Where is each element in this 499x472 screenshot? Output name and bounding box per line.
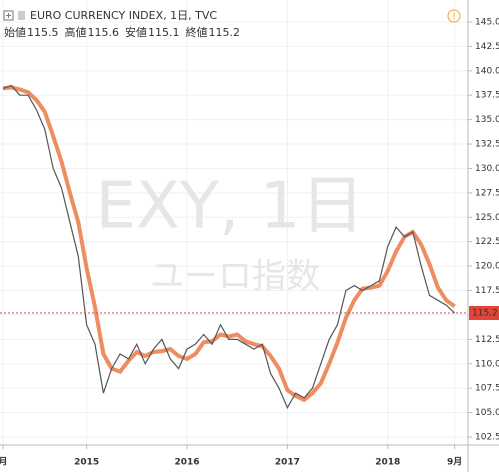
- x-tick-label: 2018: [375, 458, 400, 468]
- ohlc-value: 115.2: [209, 26, 241, 39]
- y-tick-label: 142.5: [475, 42, 499, 52]
- alert-icon[interactable]: [447, 9, 461, 23]
- x-tick-label: 月: [0, 457, 8, 468]
- y-tick-label: 105.0: [475, 408, 499, 418]
- flag-icon[interactable]: [18, 11, 25, 20]
- y-tick-label: 102.5: [475, 433, 499, 443]
- grid: [0, 0, 468, 445]
- x-tick-label: 2017: [275, 458, 300, 468]
- chart-title[interactable]: EURO CURRENCY INDEX, 1日, TVC: [30, 9, 217, 22]
- ohlc-label: 高値: [65, 25, 87, 39]
- y-tick-label: 127.5: [475, 188, 499, 198]
- ohlc-value: 115.5: [27, 26, 59, 39]
- y-tick-label: 122.5: [475, 237, 499, 247]
- y-tick-label: 125.0: [475, 213, 499, 223]
- x-tick-label: 2015: [74, 458, 99, 468]
- y-tick-label: 135.0: [475, 115, 499, 125]
- y-tick-label: 117.5: [475, 286, 499, 296]
- series-line: [2, 84, 456, 410]
- alert-icon: !: [452, 12, 456, 22]
- y-tick-label: 110.0: [475, 359, 499, 369]
- ohlc-label: 終値: [186, 25, 208, 39]
- ohlc-label: 安値: [125, 25, 147, 39]
- watermark-name: ユーロ指数: [150, 257, 320, 297]
- last-price-label: 115.2: [472, 308, 498, 318]
- symbol-icon[interactable]: [3, 10, 14, 21]
- y-tick-label: 145.0: [475, 18, 499, 28]
- y-tick-label: 140.0: [475, 66, 499, 76]
- y-tick-label: 120.0: [475, 262, 499, 272]
- ohlc-value: 115.6: [88, 26, 120, 39]
- y-tick-label: 132.5: [475, 140, 499, 150]
- series-line: [2, 85, 456, 403]
- ohlc-label: 始値: [4, 25, 26, 39]
- y-tick-label: 112.5: [475, 335, 499, 345]
- x-tick-label: 2016: [174, 458, 199, 468]
- y-tick-label: 137.5: [475, 91, 499, 101]
- y-tick-label: 107.5: [475, 384, 499, 394]
- last-price-box: [469, 305, 499, 320]
- y-tick-label: 130.0: [475, 164, 499, 174]
- watermark-symbol: EXY, 1日: [96, 170, 365, 244]
- ohlc-value: 115.1: [148, 26, 180, 39]
- ohlc-row: 始値 115.5 高値 115.6 安値 115.1 終値 115.2: [4, 25, 240, 39]
- x-tick-label: 9月: [447, 457, 462, 468]
